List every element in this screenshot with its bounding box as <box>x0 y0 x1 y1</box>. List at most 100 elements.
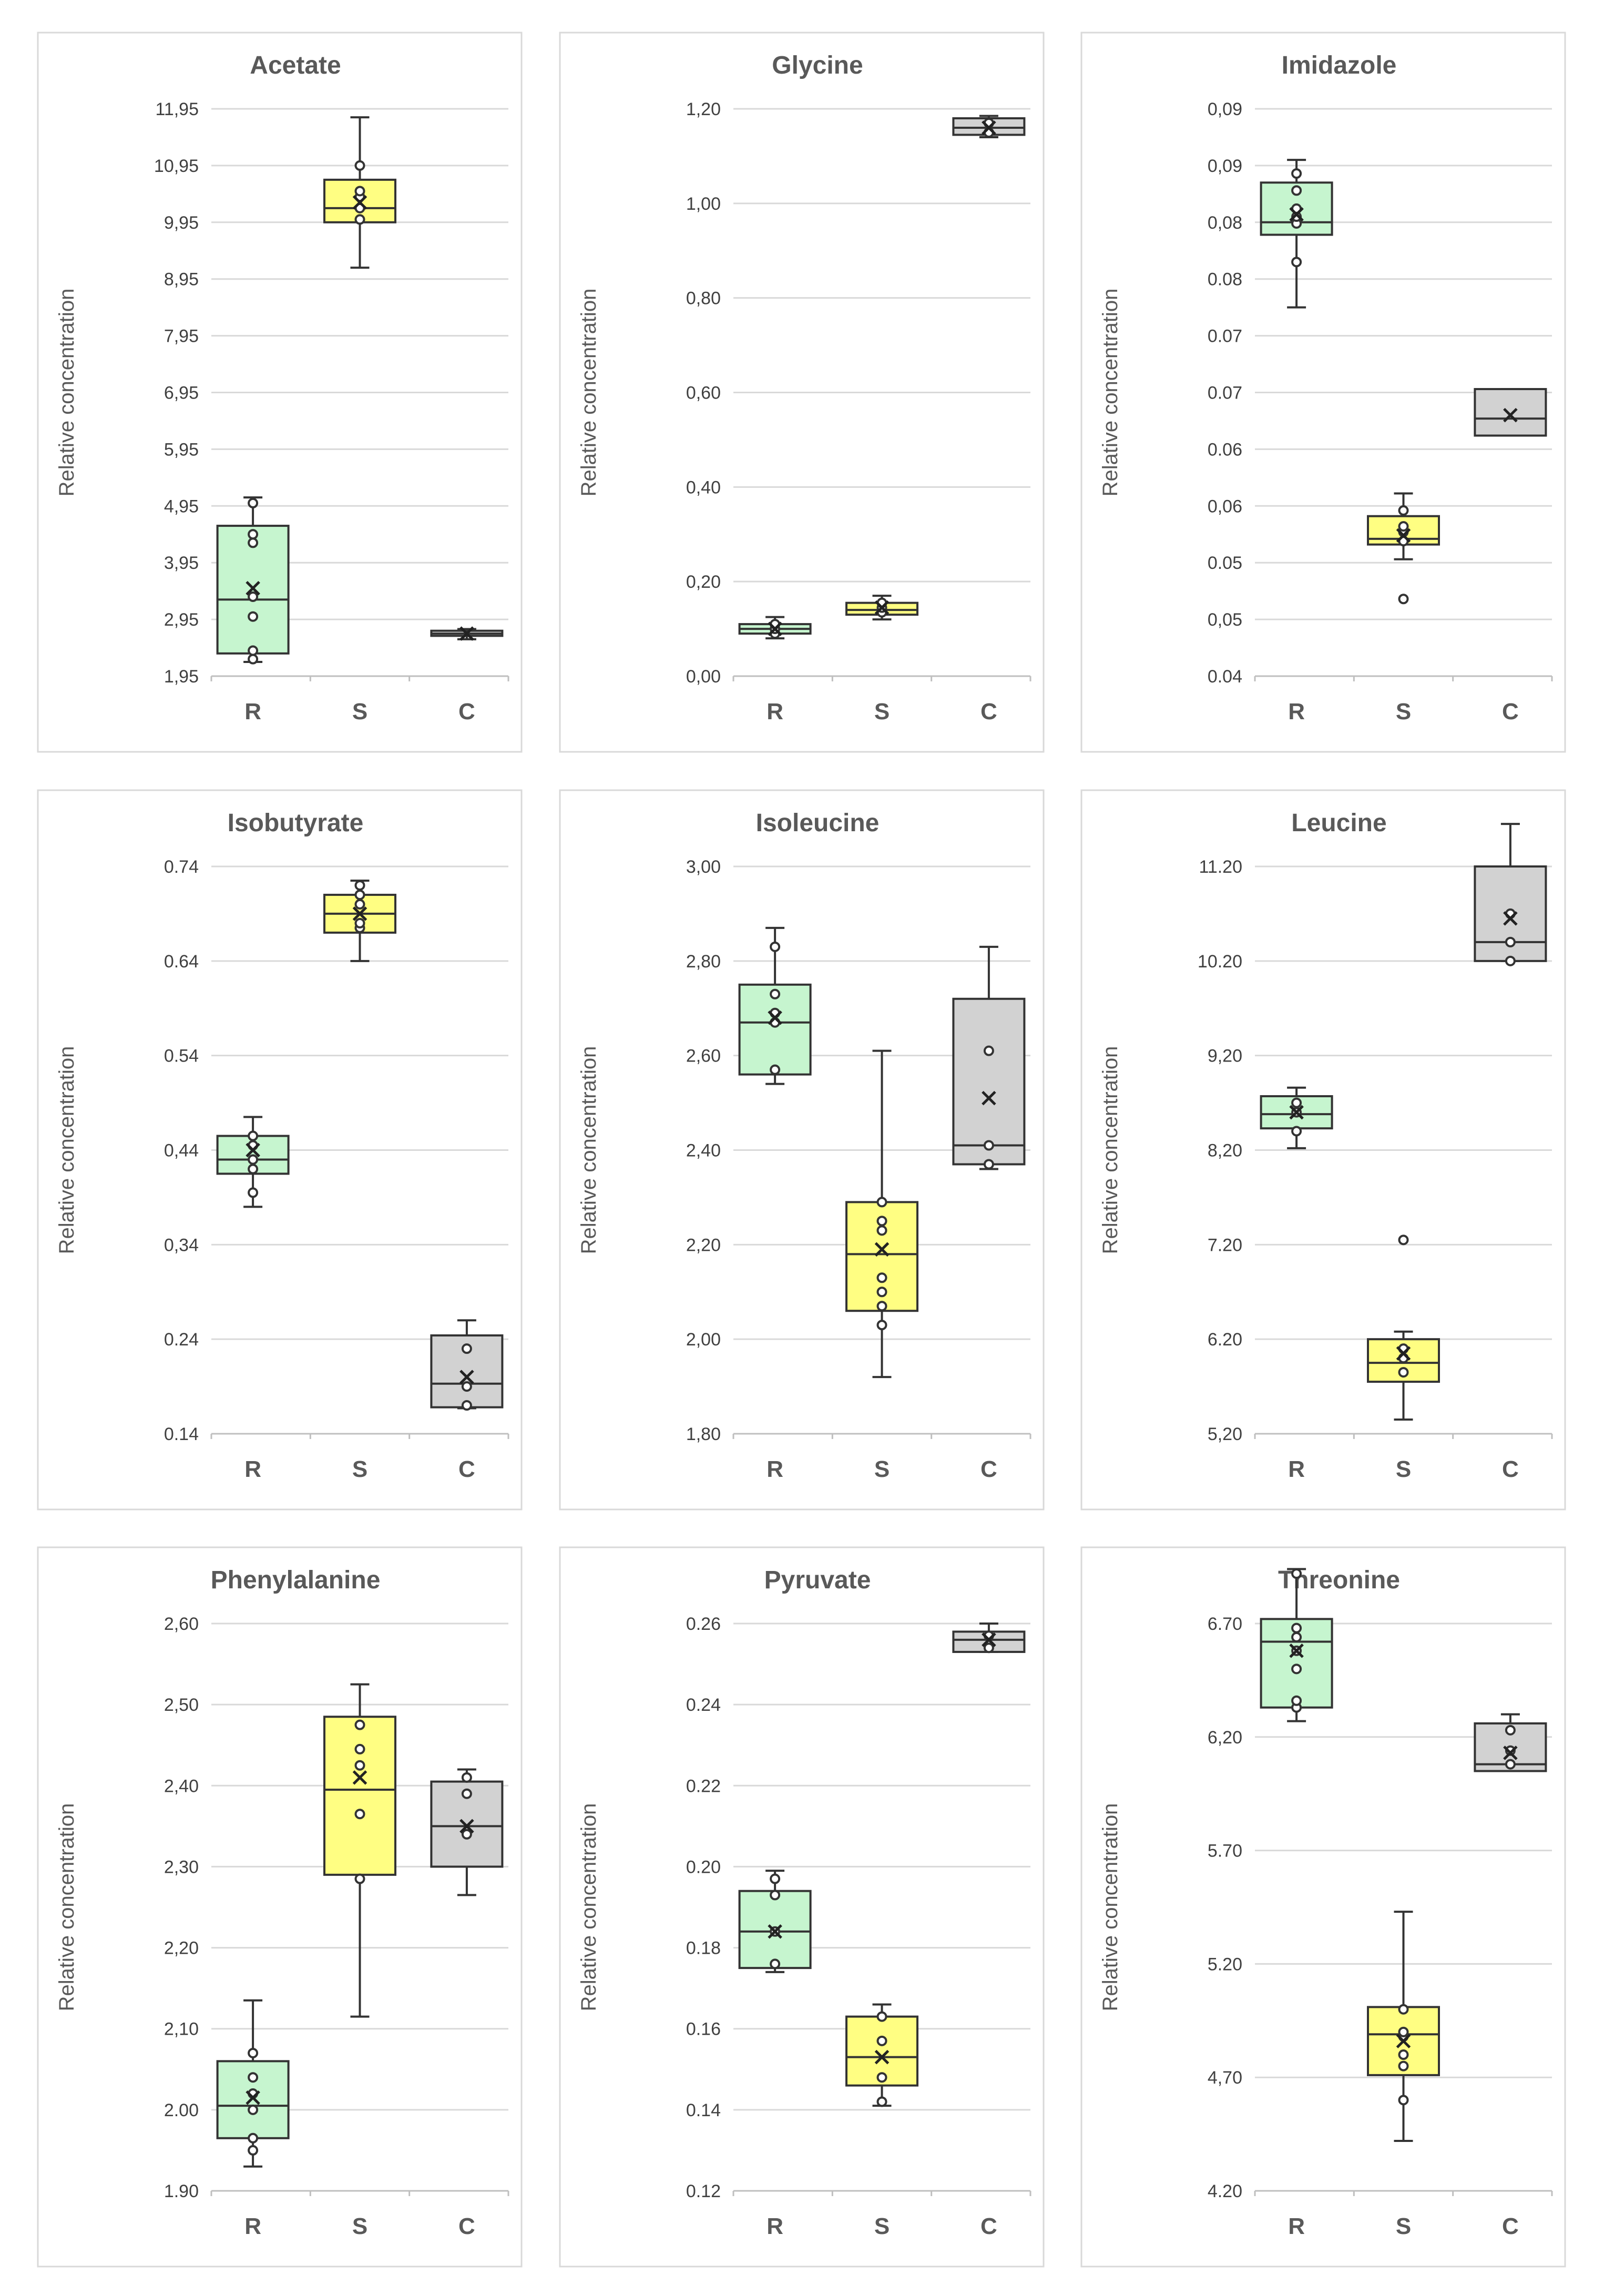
data-point <box>1505 955 1516 966</box>
mean-marker <box>1396 528 1411 543</box>
y-tick-label: 0.54 <box>164 1046 199 1066</box>
y-tick-label: 1,00 <box>686 194 721 214</box>
mean-marker-stroke <box>459 1370 474 1384</box>
data-point <box>770 1958 781 1970</box>
y-axis-label: Relative concentration <box>1099 1046 1122 1254</box>
iqr-box <box>323 1716 396 1876</box>
chart-panel-imidazole: Imidazole 0.04 0,05 0.05 0,06 0.06 0.07 0.07 0.0… <box>1080 32 1566 753</box>
mean-marker-stroke <box>1396 1346 1411 1361</box>
data-point <box>983 1642 994 1654</box>
box-c <box>952 945 1026 1170</box>
data-point <box>876 1225 887 1236</box>
y-tick-label: 0.26 <box>686 1614 721 1634</box>
y-tick-label: 5.70 <box>1208 1841 1242 1861</box>
y-tick-label: 2,20 <box>686 1235 721 1255</box>
y-tick-label: 0.18 <box>686 1938 721 1958</box>
data-point <box>1398 2026 1409 2037</box>
mean-marker <box>1289 207 1304 222</box>
category-label-s: S <box>874 1456 890 1482</box>
data-point <box>876 2072 887 2083</box>
data-point <box>983 1045 994 1056</box>
mean-marker <box>459 1819 474 1834</box>
data-point <box>461 1829 472 1840</box>
mean-marker-stroke <box>352 1770 367 1785</box>
mean-marker <box>982 120 996 135</box>
category-label-s: S <box>1396 699 1411 724</box>
data-point <box>1398 2095 1409 2106</box>
data-point <box>1291 1695 1302 1706</box>
y-tick-label: 0.14 <box>686 2100 721 2120</box>
y-tick-label: 0,09 <box>1208 156 1242 176</box>
y-tick-label: 5,20 <box>1208 1424 1242 1444</box>
y-tick-label: 0.16 <box>686 2019 721 2039</box>
y-tick-label: 2,30 <box>164 1857 199 1877</box>
y-axis-label: Relative concentration <box>55 1803 78 2012</box>
y-tick-label: 0,06 <box>1208 496 1242 516</box>
y-tick-label: 0,40 <box>686 477 721 497</box>
data-point <box>354 917 365 928</box>
chart-panel-pyruvate: Pyruvate 0.12 0.14 0.16 0.18 0.20 0.22 0.24 0.26… <box>559 1546 1045 2268</box>
category-label-c: C <box>1502 699 1519 724</box>
y-axis-label: Relative concentration <box>1099 289 1122 497</box>
y-axis-label: Relative concentration <box>577 289 600 497</box>
mean-marker <box>768 621 782 636</box>
y-tick-label: 2,50 <box>164 1695 199 1715</box>
data-point <box>1291 185 1302 196</box>
data-point <box>354 214 365 225</box>
y-tick-label: 1,80 <box>686 1424 721 1444</box>
y-tick-label: 0.06 <box>1208 440 1242 460</box>
y-tick-label: 2,40 <box>686 1141 721 1161</box>
mean-marker <box>1503 407 1518 423</box>
box-r <box>1260 1568 1333 1722</box>
box-r <box>216 1999 290 2168</box>
data-point <box>354 880 365 891</box>
mean-marker-stroke <box>1289 1644 1304 1658</box>
data-point <box>248 2132 259 2144</box>
y-tick-label: 0.08 <box>1208 270 1242 290</box>
data-point <box>354 1719 365 1730</box>
y-tick-label: 4,70 <box>1208 2068 1242 2088</box>
mean-marker <box>1289 1105 1304 1120</box>
data-point <box>876 2035 887 2046</box>
data-point <box>1505 1759 1516 1770</box>
data-point <box>1398 505 1409 516</box>
y-tick-label: 6,95 <box>164 383 199 403</box>
mean-marker-stroke <box>874 2049 890 2065</box>
y-tick-label: 10,95 <box>154 156 199 176</box>
y-tick-label: 0.20 <box>686 1857 721 1877</box>
mean-marker <box>246 580 260 596</box>
data-point <box>770 1064 781 1075</box>
data-point <box>1291 1622 1302 1634</box>
data-point <box>354 899 365 910</box>
box-c <box>430 1768 504 1896</box>
data-point <box>354 1743 365 1754</box>
mean-marker <box>459 1370 474 1384</box>
data-point <box>354 1760 365 1771</box>
y-tick-label: 9,95 <box>164 213 199 233</box>
box-c <box>952 1622 1026 1654</box>
data-point <box>248 529 259 540</box>
data-point <box>1505 1745 1516 1756</box>
box-s <box>323 116 396 269</box>
data-point <box>1398 594 1409 605</box>
mean-marker <box>459 626 474 641</box>
mean-marker-stroke <box>1289 207 1304 222</box>
box-s <box>845 1049 918 1379</box>
y-tick-label: 1,20 <box>686 99 721 119</box>
y-tick-label: 4,95 <box>164 496 199 516</box>
box-c <box>1474 388 1547 437</box>
chart-title: Glycine <box>772 52 863 79</box>
box-c <box>430 1319 504 1411</box>
chart-title: Imidazole <box>1282 52 1397 79</box>
category-label-r: R <box>244 2213 261 2239</box>
data-point <box>354 1809 365 1820</box>
chart-panel-phenylalanine: Phenylalanine 1.90 2.00 2,10 2,20 2,30 2,40 2,5… <box>37 1546 523 2268</box>
mean-marker-stroke <box>768 1924 782 1939</box>
category-label-r: R <box>767 699 783 724</box>
category-label-r: R <box>1288 699 1305 724</box>
mean-marker-stroke <box>982 1090 996 1106</box>
category-label-r: R <box>1288 1456 1305 1482</box>
category-label-r: R <box>767 1456 783 1482</box>
category-label-s: S <box>352 2213 367 2239</box>
box-s <box>1367 1234 1440 1421</box>
